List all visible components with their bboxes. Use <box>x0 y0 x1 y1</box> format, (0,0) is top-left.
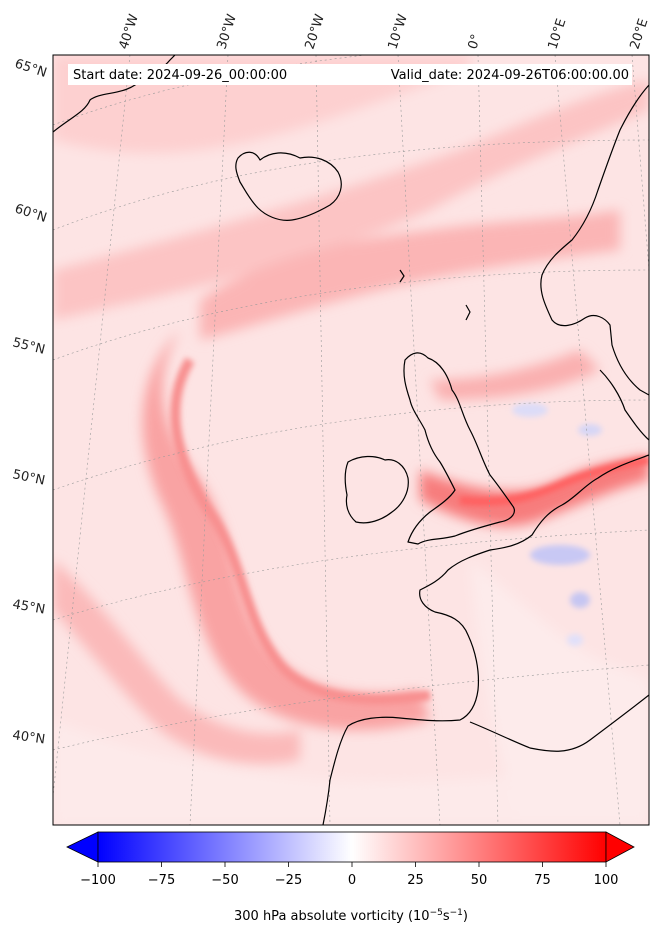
lat-label-45n: 45°N <box>11 597 46 617</box>
colorbar-label: 300 hPa absolute vorticity (10−5s−1) <box>234 908 468 924</box>
trough-axis <box>170 357 431 705</box>
negative-vorticity-patches <box>512 403 602 646</box>
baltic-coast <box>599 369 649 441</box>
iceland-coast <box>235 151 342 221</box>
lat-label-50n: 50°N <box>11 467 46 488</box>
colorbar-ticks: −100 −75 −50 −25 0 25 50 75 100 <box>80 862 618 888</box>
start-date-label: Start date: 2024-09-26_00:00:00 <box>73 68 287 83</box>
uk-coast <box>403 352 515 545</box>
lat-label-60n: 60°N <box>13 202 49 226</box>
lon-label-0: 0° <box>466 33 485 52</box>
lon-label-10e: 10°E <box>546 17 570 51</box>
europe-coast <box>322 454 649 825</box>
header-box <box>68 64 632 85</box>
iberia-south-coast <box>469 694 649 752</box>
colorbar-tick-label: −25 <box>275 873 302 888</box>
lat-label-40n: 40°N <box>11 728 46 747</box>
colorbar-tick-label: 0 <box>348 873 356 888</box>
colorbar-tick-label: −100 <box>80 873 116 888</box>
colorbar-gradient <box>97 831 607 863</box>
valid-date-label: Valid_date: 2024-09-26T06:00:00.00 <box>391 68 629 83</box>
colorbar-max-arrow <box>605 831 635 863</box>
coastlines <box>53 55 649 825</box>
colorbar: −100 −75 −50 −25 0 25 50 75 100 300 hPa absolute… <box>66 831 635 924</box>
lon-label-30w: 30°W <box>215 12 240 51</box>
faroe-islands <box>399 269 405 283</box>
colorbar-tick-label: −75 <box>148 873 175 888</box>
map-frame <box>52 54 650 826</box>
colorbar-tick-label: 75 <box>534 873 551 888</box>
map-panel <box>53 55 649 825</box>
lon-label-10w: 10°W <box>386 12 411 51</box>
ireland-coast <box>344 455 409 524</box>
lon-label-40w: 40°W <box>117 12 142 51</box>
colorbar-tick-label: 50 <box>471 873 488 888</box>
vorticity-bands <box>53 55 649 825</box>
colorbar-tick-label: 25 <box>407 873 424 888</box>
colorbar-tick-label: −50 <box>211 873 238 888</box>
scandinavia-coast <box>540 84 649 396</box>
shetland-islands <box>465 304 471 321</box>
lat-label-65n: 65°N <box>13 57 49 81</box>
lon-label-20w: 20°W <box>303 12 328 51</box>
colorbar-tick-label: 100 <box>594 873 619 888</box>
lon-label-20e: 20°E <box>628 17 652 51</box>
graticule <box>53 55 649 825</box>
lat-label-55n: 55°N <box>11 335 46 357</box>
colorbar-min-arrow <box>66 831 99 863</box>
